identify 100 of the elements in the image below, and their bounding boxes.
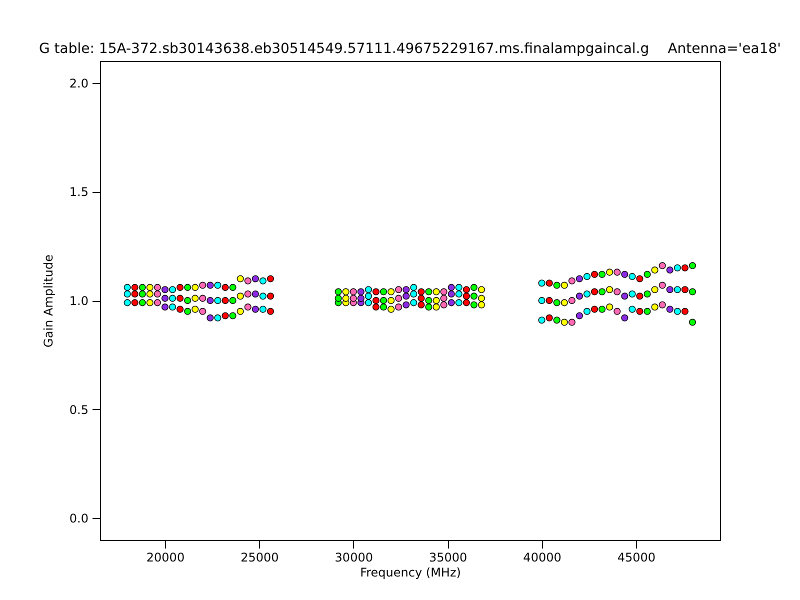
point <box>478 301 486 308</box>
point <box>462 286 470 294</box>
point <box>583 308 591 315</box>
point <box>598 306 606 313</box>
point <box>666 306 674 313</box>
y-tick-label: 0.5 <box>69 402 88 417</box>
point <box>388 306 395 313</box>
point <box>154 290 161 298</box>
point <box>222 296 229 304</box>
point <box>199 282 206 289</box>
point <box>206 314 214 322</box>
point <box>546 296 553 304</box>
point <box>192 294 199 302</box>
point <box>606 304 614 311</box>
point <box>478 294 486 302</box>
point <box>576 312 583 320</box>
point <box>372 304 380 311</box>
y-axis-title: Gain Amplitude <box>41 254 56 348</box>
point <box>380 296 388 304</box>
point <box>598 270 606 278</box>
point <box>674 308 681 315</box>
point <box>658 301 666 308</box>
point <box>124 299 131 306</box>
point <box>236 292 244 300</box>
point <box>364 286 372 294</box>
point <box>621 314 628 322</box>
point <box>432 304 440 311</box>
point <box>334 288 342 296</box>
point <box>229 312 236 320</box>
point <box>598 288 606 296</box>
point <box>176 284 184 291</box>
y-tick-label: 0.0 <box>69 512 88 526</box>
point <box>591 306 598 313</box>
x-tick-label: 45000 <box>617 550 656 564</box>
point <box>432 288 440 296</box>
point <box>402 301 410 308</box>
point <box>455 284 462 291</box>
point <box>644 290 651 298</box>
point <box>206 282 214 289</box>
point <box>146 299 154 306</box>
point <box>583 273 591 280</box>
point <box>138 290 146 298</box>
point <box>658 262 666 270</box>
x-axis-title: Frequency (MHz) <box>360 566 461 580</box>
point <box>606 286 614 294</box>
point <box>425 288 432 296</box>
point <box>462 292 470 300</box>
point <box>546 280 553 287</box>
point <box>184 296 192 304</box>
point <box>651 304 658 311</box>
x-tick-label: 35000 <box>428 550 468 564</box>
point <box>606 268 614 276</box>
point <box>470 301 478 308</box>
point <box>124 284 131 291</box>
x-tick-label: 30000 <box>334 550 373 564</box>
point <box>440 294 448 302</box>
point <box>364 299 372 306</box>
point <box>214 282 222 289</box>
point <box>252 306 259 313</box>
point <box>440 288 448 296</box>
point <box>244 304 252 311</box>
point <box>244 277 252 284</box>
point <box>628 306 636 313</box>
point <box>651 266 658 274</box>
point <box>138 284 146 291</box>
point <box>395 286 402 294</box>
point <box>636 308 644 315</box>
point <box>199 308 206 315</box>
point <box>621 270 628 278</box>
point <box>395 294 402 302</box>
point <box>334 294 342 302</box>
point <box>184 308 192 315</box>
point <box>161 286 169 294</box>
point <box>124 290 131 298</box>
point <box>448 299 455 306</box>
point <box>576 292 583 300</box>
point <box>553 299 560 306</box>
y-tick-label: 1.0 <box>69 294 88 308</box>
point <box>591 270 598 278</box>
point <box>410 284 418 291</box>
point <box>402 292 410 300</box>
point <box>560 299 568 306</box>
x-tick-label: 40000 <box>523 550 562 564</box>
point <box>425 296 432 304</box>
point <box>266 308 274 315</box>
point <box>440 301 448 308</box>
point <box>576 275 583 282</box>
point <box>229 284 236 291</box>
point <box>176 306 184 313</box>
point <box>184 284 192 291</box>
point <box>688 262 696 270</box>
chart-title: G table: 15A-372.sb30143638.eb30514549.57111.49675229167.ms.finalampgaincal.g <box>39 41 650 57</box>
point <box>350 294 357 302</box>
point <box>614 308 621 315</box>
point <box>161 294 169 302</box>
point <box>169 304 176 311</box>
point <box>614 288 621 296</box>
point <box>583 290 591 298</box>
point <box>666 266 674 274</box>
point <box>154 284 161 291</box>
